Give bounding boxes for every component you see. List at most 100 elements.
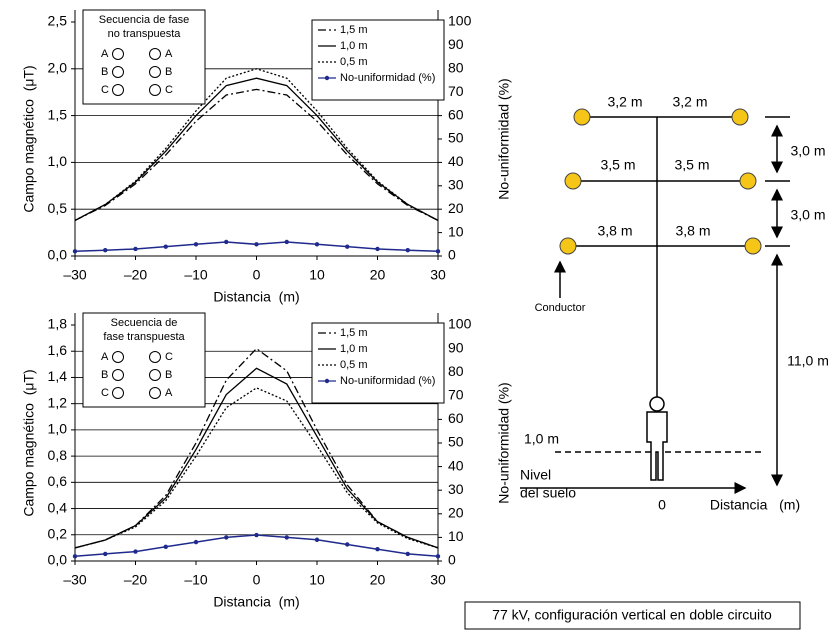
y2-tick-label: 10: [448, 528, 464, 544]
legend-marker: [324, 75, 330, 81]
phase-title: no transpuesta: [108, 28, 182, 40]
y2-tick-label: 80: [448, 363, 464, 379]
y2-tick-label: 0: [448, 247, 456, 263]
series-line: [74, 77, 439, 221]
x-axis-label: Distancia (m): [213, 289, 299, 305]
phase-circle: [112, 351, 124, 363]
y-tick-label: 2,5: [48, 13, 68, 29]
x-tick-label: 0: [253, 572, 261, 588]
axis-label: Distancia (m): [710, 497, 800, 513]
y-tick-label: 1,8: [48, 316, 68, 332]
y2-tick-label: 60: [448, 106, 464, 122]
point: [254, 242, 259, 247]
y2-tick-label: 90: [448, 36, 464, 52]
y-tick-label: 1,0: [48, 153, 68, 169]
point: [224, 239, 229, 245]
phase-label: A: [165, 387, 173, 399]
span-label: 3,5 m: [600, 157, 635, 173]
point: [72, 249, 78, 254]
legend-box: [311, 322, 445, 404]
gap-label: 3,0 m: [790, 143, 825, 159]
y2-axis-label: No-uniformidad (%): [496, 382, 512, 503]
phase-title: Secuencia de fase: [99, 14, 190, 26]
phase-circle: [112, 84, 124, 96]
phase-title: fase transpuesta: [103, 331, 185, 343]
y-tick-label: 0,8: [48, 447, 68, 463]
phase-circle: [149, 84, 161, 96]
legend-entry: 1,0 m: [340, 40, 368, 52]
y-tick-label: 2,0: [48, 60, 68, 76]
phase-circle: [149, 66, 161, 78]
point: [314, 242, 320, 247]
phase-box: [82, 9, 206, 105]
x-tick-label: –30: [63, 572, 87, 588]
point: [163, 244, 168, 249]
y-tick-label: 1,6: [48, 342, 68, 358]
y2-tick-label: 40: [448, 153, 464, 169]
y2-tick-label: 40: [448, 457, 464, 473]
point: [405, 551, 410, 557]
gap-label: 3,0 m: [790, 207, 825, 223]
span-label: 3,8 m: [675, 223, 710, 239]
phase-circle: [112, 387, 124, 399]
point: [133, 246, 138, 252]
series-line: [74, 68, 439, 221]
x-axis-label: Distancia (m): [213, 594, 299, 610]
y2-tick-label: 80: [448, 60, 464, 76]
y2-tick-label: 70: [448, 387, 464, 403]
phase-circle: [149, 48, 161, 60]
y-axis-label: Campo magnético (μT): [21, 65, 37, 212]
y2-tick-label: 50: [448, 130, 464, 146]
legend-entry: 1,5 m: [340, 24, 368, 36]
series-line: [74, 88, 439, 221]
x-tick-label: –20: [124, 267, 148, 283]
y2-tick-label: 20: [448, 505, 464, 521]
span-label: 3,5 m: [674, 157, 709, 173]
phase-label: B: [165, 66, 172, 78]
point: [284, 535, 289, 540]
y2-tick-label: 70: [448, 83, 464, 99]
phase-circle: [149, 351, 161, 363]
legend-box: [311, 19, 445, 101]
point: [375, 547, 380, 552]
x-tick-label: 0: [253, 267, 261, 283]
phase-circle: [112, 66, 124, 78]
phase-label: C: [165, 84, 173, 96]
y-tick-label: 1,2: [48, 394, 68, 410]
phase-box: [82, 312, 206, 408]
y2-axis-label: No-uniformidad (%): [496, 78, 512, 199]
y-tick-label: 1,5: [48, 106, 68, 122]
point: [435, 249, 441, 254]
origin-label: 0: [658, 497, 666, 513]
point: [103, 247, 108, 253]
y2-tick-label: 10: [448, 223, 464, 239]
conductor-label: Conductor: [535, 302, 586, 314]
y2-tick-label: 30: [448, 481, 464, 497]
phase-circle: [149, 369, 161, 381]
span-label: 3,8 m: [597, 223, 632, 239]
tower-diagram: [464, 108, 801, 630]
phase-label: C: [165, 351, 173, 363]
y-tick-label: 0,4: [48, 499, 68, 515]
legend-entry: 1,0 m: [340, 343, 368, 355]
point: [193, 539, 199, 545]
legend-entry: No-uniformidad (%): [340, 72, 435, 84]
phase-circle: [149, 387, 161, 399]
y-axis-label: Campo magnético (μT): [21, 369, 37, 516]
point: [254, 532, 259, 538]
point: [375, 246, 380, 252]
phase-label: B: [101, 66, 108, 78]
point: [284, 239, 289, 245]
x-tick-label: –10: [184, 572, 208, 588]
y-tick-label: 0,5: [48, 200, 68, 216]
phase-circle: [112, 369, 124, 381]
legend-entry: 1,5 m: [340, 327, 368, 339]
point: [163, 544, 168, 550]
point: [133, 549, 138, 554]
phase-label: C: [101, 387, 109, 399]
point: [345, 542, 350, 547]
y-tick-label: 1,0: [48, 421, 68, 437]
y-tick-label: 0,2: [48, 525, 68, 541]
person-height-label: 1,0 m: [524, 431, 559, 447]
